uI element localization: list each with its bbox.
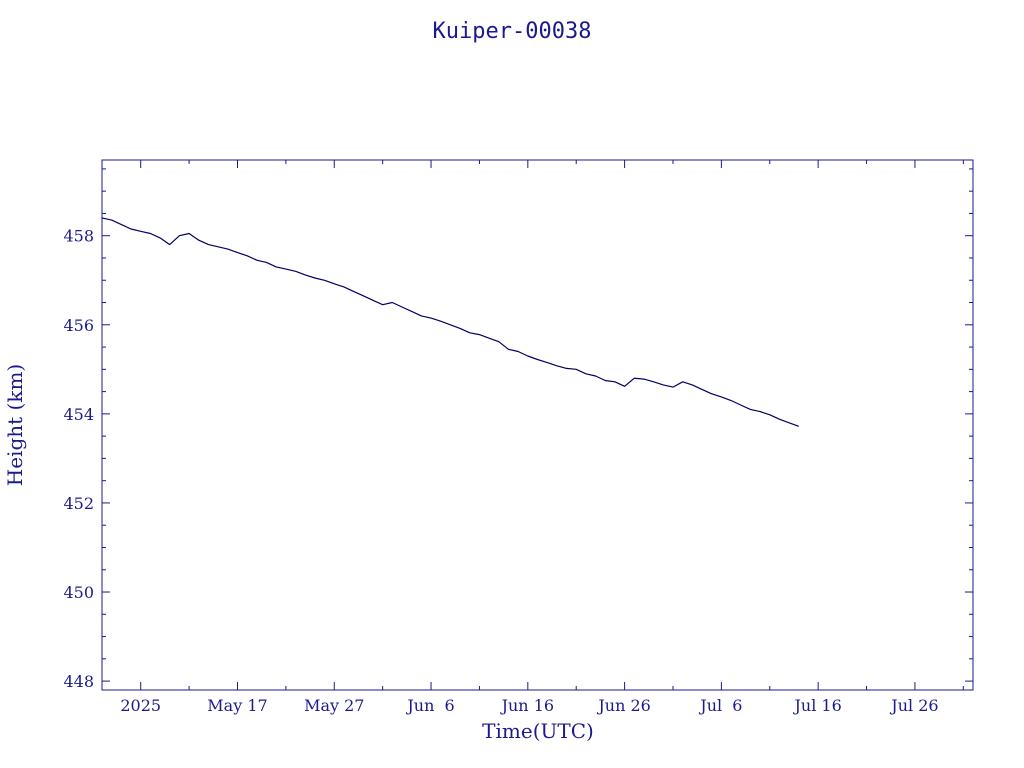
y-tick-label: 452 xyxy=(63,494,94,513)
series-line xyxy=(101,217,800,427)
chart-title: Kuiper-00038 xyxy=(433,19,592,44)
x-tick-label: Jun 16 xyxy=(500,696,554,715)
x-tick-label: May 27 xyxy=(304,696,364,715)
series-group xyxy=(101,217,800,427)
y-tick-label: 456 xyxy=(63,316,94,335)
x-tick-label: May 17 xyxy=(207,696,267,715)
x-tick-label: Jul 6 xyxy=(698,696,742,715)
x-tick-label: Jul 26 xyxy=(889,696,938,715)
x-tick-label: Jun 6 xyxy=(405,696,454,715)
y-axis-label: Height (km) xyxy=(3,364,27,486)
y-tick-label: 458 xyxy=(63,227,94,246)
x-tick-label: 2025 xyxy=(120,696,161,715)
x-axis: 2025 May 17 May 27 Jun 6 Jun 16 Jun 26 Jul 6 Ju… xyxy=(120,160,964,715)
y-axis: 448 450 452 454 456 458 xyxy=(63,168,973,691)
y-tick-label: 454 xyxy=(63,405,94,424)
x-tick-label: Jul 16 xyxy=(793,696,842,715)
y-tick-label: 450 xyxy=(63,583,94,602)
y-tick-label: 448 xyxy=(63,672,94,691)
plot-frame xyxy=(101,159,974,691)
x-tick-label: Jun 26 xyxy=(596,696,650,715)
x-axis-label: Time(UTC) xyxy=(482,719,594,743)
